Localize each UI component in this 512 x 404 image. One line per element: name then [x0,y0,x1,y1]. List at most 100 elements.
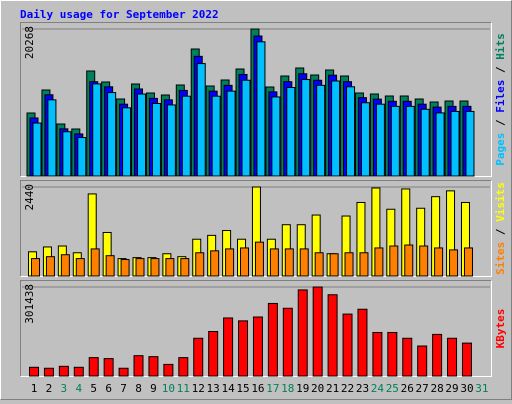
bar [208,331,219,377]
x-tick-label: 6 [105,382,112,395]
legend-entry: Files [494,80,507,113]
bar [435,112,445,177]
bar [45,256,55,277]
bar [465,110,475,177]
bar [372,331,383,377]
bar [331,80,341,177]
bar [312,286,323,377]
bar [43,367,54,377]
bar [120,259,130,277]
bar [390,105,400,177]
bar [271,96,281,177]
bar [346,86,356,177]
bar [461,342,472,377]
bar [226,90,236,177]
bar [374,247,384,277]
bar [238,320,249,377]
panel-bevel-light [20,280,492,377]
bar [329,253,339,277]
x-tick-label: 22 [341,382,354,395]
bar [29,366,39,377]
bar [420,108,430,177]
bar [344,252,354,277]
panel-bevel-dark [20,280,492,377]
bar [163,363,174,377]
bar [105,255,115,277]
y-tick-label: 20268 [23,26,36,59]
bar [314,252,324,277]
bar [60,254,70,277]
x-tick-label: 13 [207,382,220,395]
x-tick-label: 30 [460,382,473,395]
x-tick-label: 1 [31,382,38,395]
bar [357,308,368,377]
bar [31,258,40,277]
x-tick-label: 14 [221,382,235,395]
bar [375,103,385,177]
bar [73,366,84,377]
bar [252,316,263,377]
x-tick-label: 12 [192,382,205,395]
bar [225,248,235,277]
bar [256,41,266,177]
x-tick-label: 8 [135,382,142,395]
bar [360,102,370,177]
x-tick-label: 18 [281,382,294,395]
x-tick-label: 28 [430,382,443,395]
bar [107,92,117,177]
x-tick-label: 31 [475,382,488,395]
bar [47,99,57,177]
bar [417,345,428,377]
bar [316,84,326,177]
bar [165,258,175,277]
bar [135,258,145,277]
bar [166,104,176,177]
bar [90,248,100,277]
x-tick-label: 20 [311,382,324,395]
bar [301,79,311,177]
bar [267,302,278,377]
x-tick-label: 9 [150,382,157,395]
bar [148,356,159,377]
legend: Pages / Files / Hits [494,33,507,166]
bar [432,333,443,377]
x-tick-label: 17 [266,382,279,395]
bar [118,367,129,377]
x-tick-label: 15 [236,382,249,395]
bar [463,247,473,277]
legend-entry: Sites [494,242,507,275]
bar [447,337,458,377]
panel-bevel-light [20,180,492,277]
bar [284,248,294,277]
x-tick-label: 26 [401,382,414,395]
bar [75,258,85,277]
legend: KBytes [494,309,507,349]
y-tick-label: 301438 [23,284,36,324]
bar [404,244,414,277]
x-tick-label: 5 [90,382,97,395]
legend-entry: Hits [494,33,507,60]
bar [181,95,191,177]
bar [269,248,279,277]
bar [77,137,87,177]
chart-title: Daily usage for September 2022 [20,8,219,21]
legend-separator: / [494,113,507,133]
bar [402,337,413,377]
bar [359,252,369,277]
bar [210,250,220,277]
bar [389,245,399,277]
bar [103,358,114,377]
legend-separator: / [494,60,507,80]
bar [58,365,69,377]
bar [150,258,160,277]
x-tick-label: 16 [251,382,264,395]
panel-bevel-dark [20,180,492,277]
bar [449,249,459,277]
x-tick-label: 2 [46,382,53,395]
bar [434,247,444,277]
bar [297,289,308,377]
bar [419,245,429,277]
x-tick-label: 3 [61,382,68,395]
bar [241,79,251,177]
